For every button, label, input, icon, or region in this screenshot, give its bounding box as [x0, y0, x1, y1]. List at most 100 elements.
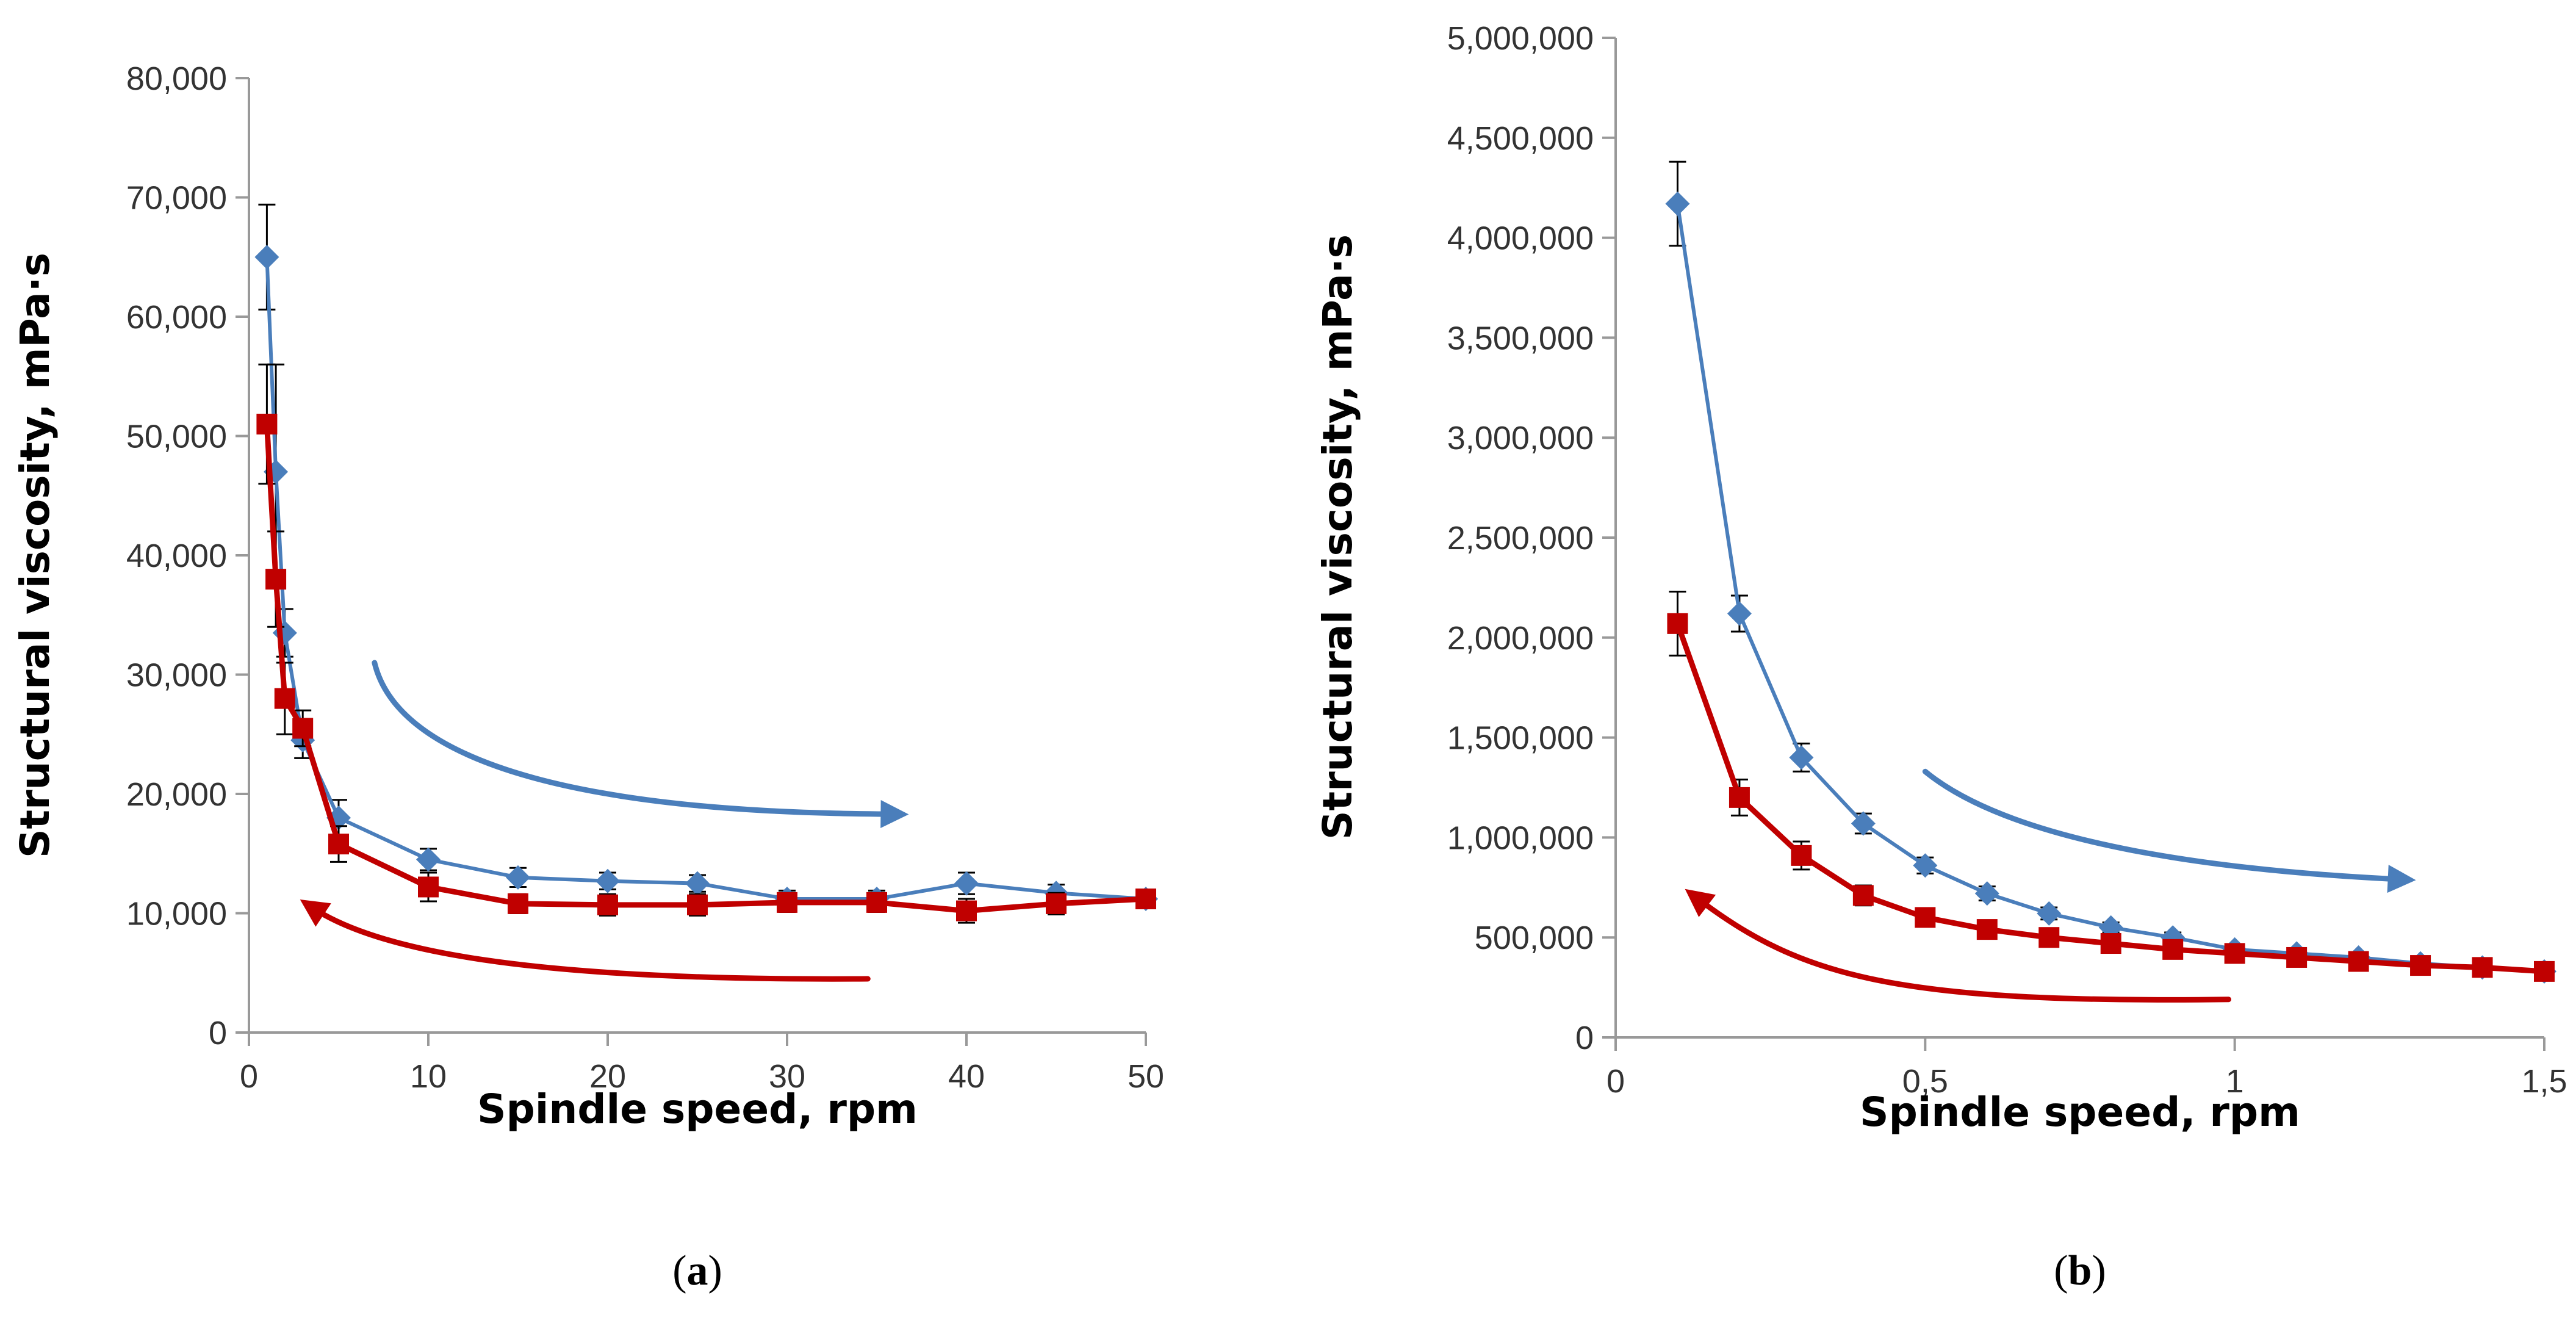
- caption-open-paren-a: (: [672, 1247, 686, 1294]
- y-axis-ticks-a: 0 10,000 20,000 30,000 40,000 50,000 60,000 70,…: [126, 60, 249, 1051]
- data-point-decreasing-b: [2348, 951, 2369, 972]
- data-point-decreasing-b: [1915, 907, 1936, 928]
- data-point-decreasing-a: [1046, 893, 1067, 914]
- data-point-increasing-b: [1665, 191, 1690, 216]
- data-point-decreasing-b: [2286, 946, 2308, 968]
- x-tick-label-b: 0: [1606, 1063, 1625, 1100]
- data-point-increasing-a: [595, 868, 620, 893]
- y-tick-label-b: 2,000,000: [1447, 620, 1594, 657]
- data-point-decreasing-a: [328, 834, 349, 855]
- data-point-increasing-a: [254, 245, 279, 270]
- increasing-speed-arrow-a: [372, 660, 909, 828]
- panel-caption-b: (b): [2054, 1247, 2106, 1294]
- x-tick-label-a: 10: [410, 1058, 447, 1095]
- series-layer-b: [1665, 160, 2556, 984]
- y-tick-label-b: 5,000,000: [1447, 20, 1594, 57]
- caption-close-paren-a: ): [708, 1247, 722, 1294]
- y-tick-label-a: 70,000: [126, 180, 227, 217]
- data-point-decreasing-a: [265, 569, 287, 590]
- y-tick-label-a: 50,000: [126, 419, 227, 455]
- data-point-decreasing-b: [1976, 919, 1998, 940]
- x-axis-ticks-a: 0 10 20 30 40 50: [240, 1033, 1164, 1095]
- y-tick-label-b: 3,000,000: [1447, 420, 1594, 456]
- x-axis-title-b: Spindle speed, rpm: [1860, 1089, 2300, 1136]
- y-tick-label-b: 1,000,000: [1447, 820, 1594, 856]
- y-tick-label-b: 1,500,000: [1447, 720, 1594, 757]
- data-point-decreasing-a: [866, 892, 887, 913]
- x-tick-label-b: 1: [2226, 1063, 2244, 1100]
- x-tick-label-b: 1,5: [2521, 1063, 2567, 1100]
- data-point-increasing-b: [1851, 811, 1876, 836]
- data-point-decreasing-a: [597, 894, 618, 915]
- data-point-decreasing-b: [2534, 961, 2555, 982]
- y-axis-title-a: Structural viscosity, mPa·s: [12, 253, 59, 858]
- y-tick-label-a: 60,000: [126, 299, 227, 336]
- x-tick-label-b: 0,5: [1902, 1063, 1948, 1100]
- x-tick-label-a: 40: [948, 1058, 985, 1095]
- data-point-increasing-a: [685, 871, 710, 896]
- series-line-decreasing-a: [264, 424, 1146, 914]
- data-point-decreasing-b: [1791, 845, 1812, 866]
- x-tick-label-a: 50: [1128, 1058, 1164, 1095]
- data-point-decreasing-a: [256, 413, 278, 434]
- y-tick-label-b: 4,500,000: [1447, 120, 1594, 157]
- y-tick-label-b: 4,000,000: [1447, 220, 1594, 257]
- y-tick-label-b: 2,500,000: [1447, 520, 1594, 557]
- caption-open-paren-b: (: [2054, 1247, 2068, 1294]
- x-tick-label-a: 0: [240, 1058, 258, 1095]
- data-point-decreasing-b: [2224, 943, 2245, 964]
- chart-panel-a: 0 10 20 30 40 50 0 10,000 20,000 30,000 40,000 50,…: [12, 60, 1164, 1294]
- increasing-speed-arrow-b: [1922, 768, 2416, 893]
- data-point-decreasing-b: [2100, 933, 2121, 954]
- series-line-increasing-a: [265, 257, 1146, 901]
- x-tick-label-a: 30: [769, 1058, 805, 1095]
- series-layer-a: [254, 203, 1158, 924]
- data-point-increasing-a: [954, 871, 979, 896]
- x-axis-title-a: Spindle speed, rpm: [477, 1086, 918, 1133]
- chart-panel-b: 0 0,5 1 1,5 0 500,000 1,000,000 1,500,000 2,000…: [1314, 20, 2567, 1294]
- data-point-decreasing-a: [274, 688, 295, 709]
- data-point-decreasing-b: [1729, 787, 1750, 808]
- y-axis-title-b: Structural viscosity, mPa·s: [1314, 234, 1361, 840]
- data-point-decreasing-b: [2472, 957, 2493, 978]
- y-tick-label-a: 0: [209, 1015, 227, 1051]
- arrow-annotations-b: [1685, 768, 2416, 1003]
- data-point-decreasing-a: [1135, 889, 1156, 910]
- y-tick-label-a: 30,000: [126, 657, 227, 694]
- decreasing-speed-arrow-b: [1685, 889, 2232, 1003]
- series-decreasing-a: [256, 363, 1156, 924]
- data-point-increasing-b: [2037, 901, 2062, 926]
- data-point-decreasing-b: [1667, 613, 1688, 634]
- y-tick-label-a: 20,000: [126, 776, 227, 813]
- data-point-decreasing-a: [418, 876, 439, 898]
- arrow-annotations-a: [300, 660, 909, 982]
- panel-caption-a: (a): [672, 1247, 722, 1294]
- data-point-decreasing-a: [292, 718, 314, 739]
- y-tick-label-a: 80,000: [126, 60, 227, 97]
- data-point-increasing-a: [506, 865, 530, 890]
- data-point-decreasing-b: [2410, 955, 2431, 976]
- x-tick-label-a: 20: [589, 1058, 626, 1095]
- data-point-increasing-a: [416, 847, 441, 872]
- y-tick-label-b: 0: [1575, 1020, 1594, 1056]
- data-point-decreasing-b: [2162, 939, 2184, 960]
- caption-label-b: b: [2068, 1247, 2092, 1294]
- series-decreasing-b: [1667, 590, 2555, 982]
- data-point-increasing-b: [1789, 745, 1814, 770]
- data-point-decreasing-b: [1852, 885, 1874, 906]
- caption-close-paren-b: ): [2092, 1247, 2106, 1294]
- data-point-decreasing-a: [508, 893, 528, 914]
- y-tick-label-a: 10,000: [126, 896, 227, 932]
- data-point-decreasing-a: [956, 900, 977, 921]
- data-point-decreasing-a: [777, 892, 797, 913]
- caption-label-a: a: [687, 1247, 708, 1294]
- decreasing-speed-arrow-a: [300, 899, 871, 982]
- y-tick-label-b: 3,500,000: [1447, 320, 1594, 356]
- y-tick-label-b: 500,000: [1475, 920, 1594, 956]
- y-axis-ticks-b: 0 500,000 1,000,000 1,500,000 2,000,000 2,500…: [1447, 20, 1616, 1056]
- data-point-decreasing-b: [2038, 927, 2060, 948]
- data-point-increasing-b: [1913, 853, 1938, 878]
- data-point-increasing-b: [1974, 881, 1999, 906]
- x-axis-ticks-b: 0 0,5 1 1,5: [1606, 1037, 2567, 1100]
